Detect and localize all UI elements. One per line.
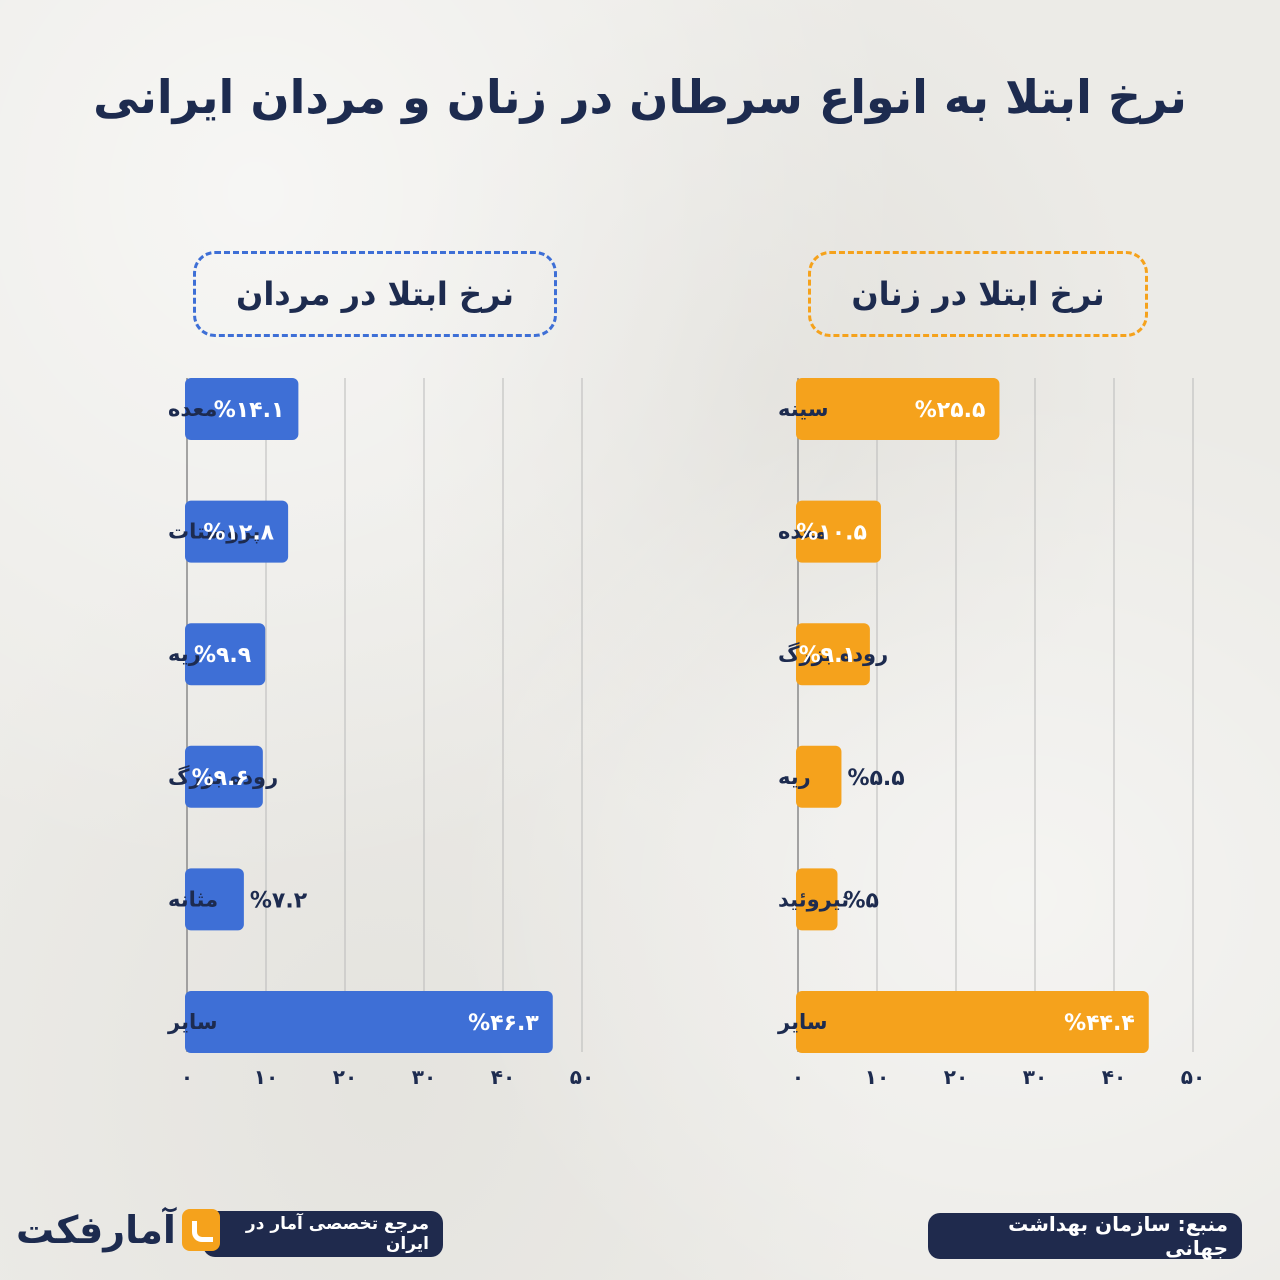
men-tick-label: ۱۰ [254,1065,278,1089]
men-bar [185,991,553,1053]
women-bar [796,991,1149,1053]
women-category-label: تیروئید [778,887,849,911]
women-tick-label: ۰ [792,1065,804,1089]
men-tick-label: ۴۰ [491,1065,515,1089]
men-tick-label: ۰ [181,1065,193,1089]
men-category-label: سایر [167,1010,218,1034]
women-value-label: %۲۵.۵ [915,398,986,423]
tagline-badge: مرجع تخصصی آمار در ایران [203,1211,443,1257]
brand-logo-icon [181,1209,220,1251]
women-bar [796,500,881,563]
men-value-label: %۴۶.۳ [468,1011,539,1036]
men-tick-label: ۵۰ [570,1065,594,1089]
brand-name: آمارفکت [16,1208,176,1252]
women-category-label: سایر [777,1010,828,1034]
men-category-label: ریه [168,642,201,666]
men-category-label: روده بزرگ [168,764,278,789]
women-category-label: ریه [778,765,811,789]
women-bar [796,745,842,808]
men-bar [185,378,299,440]
women-category-label: روده بزرگ [778,641,888,666]
men-category-label: پروستات [168,520,260,544]
men-bar [185,623,266,686]
women-category-label: سینه [778,397,829,421]
women-chart-title: نرخ ابتلا در زنان [808,251,1148,337]
women-tick-label: ۱۰ [865,1065,889,1089]
men-category-label: مثانه [168,887,218,911]
women-bar [796,868,838,931]
men-value-label: %۷.۲ [250,888,308,913]
women-value-label: %۴۴.۴ [1064,1011,1135,1036]
women-tick-label: ۲۰ [944,1065,968,1089]
men-tick-label: ۲۰ [333,1065,357,1089]
women-value-label: %۵.۵ [847,766,904,791]
men-value-label: %۱۲.۸ [203,521,274,546]
women-value-label: %۹.۱ [799,643,856,668]
men-bar [185,868,244,931]
brand-logo: آمارفکت [16,1208,220,1252]
men-tick-label: ۳۰ [412,1065,436,1089]
men-bar [185,745,263,808]
women-value-label: %۵ [844,888,879,913]
men-chart-title: نرخ ابتلا در مردان [193,251,557,337]
men-category-label: معده [168,397,217,421]
men-value-label: %۱۴.۱ [214,398,285,423]
men-bar [185,500,289,563]
women-value-label: %۱۰.۵ [796,521,867,546]
women-bar [796,623,870,686]
women-category-label: معده [778,520,827,544]
source-badge: منبع: سازمان بهداشت جهانی [928,1212,1242,1260]
men-value-label: %۹.۶ [192,766,249,791]
women-tick-label: ۵۰ [1181,1065,1205,1089]
men-value-label: %۹.۹ [194,643,251,668]
women-tick-label: ۴۰ [1102,1065,1126,1089]
women-tick-label: ۳۰ [1023,1065,1047,1089]
page-title: نرخ ابتلا به انواع سرطان در زنان و مردان… [93,70,1187,124]
women-bar [796,378,1000,440]
